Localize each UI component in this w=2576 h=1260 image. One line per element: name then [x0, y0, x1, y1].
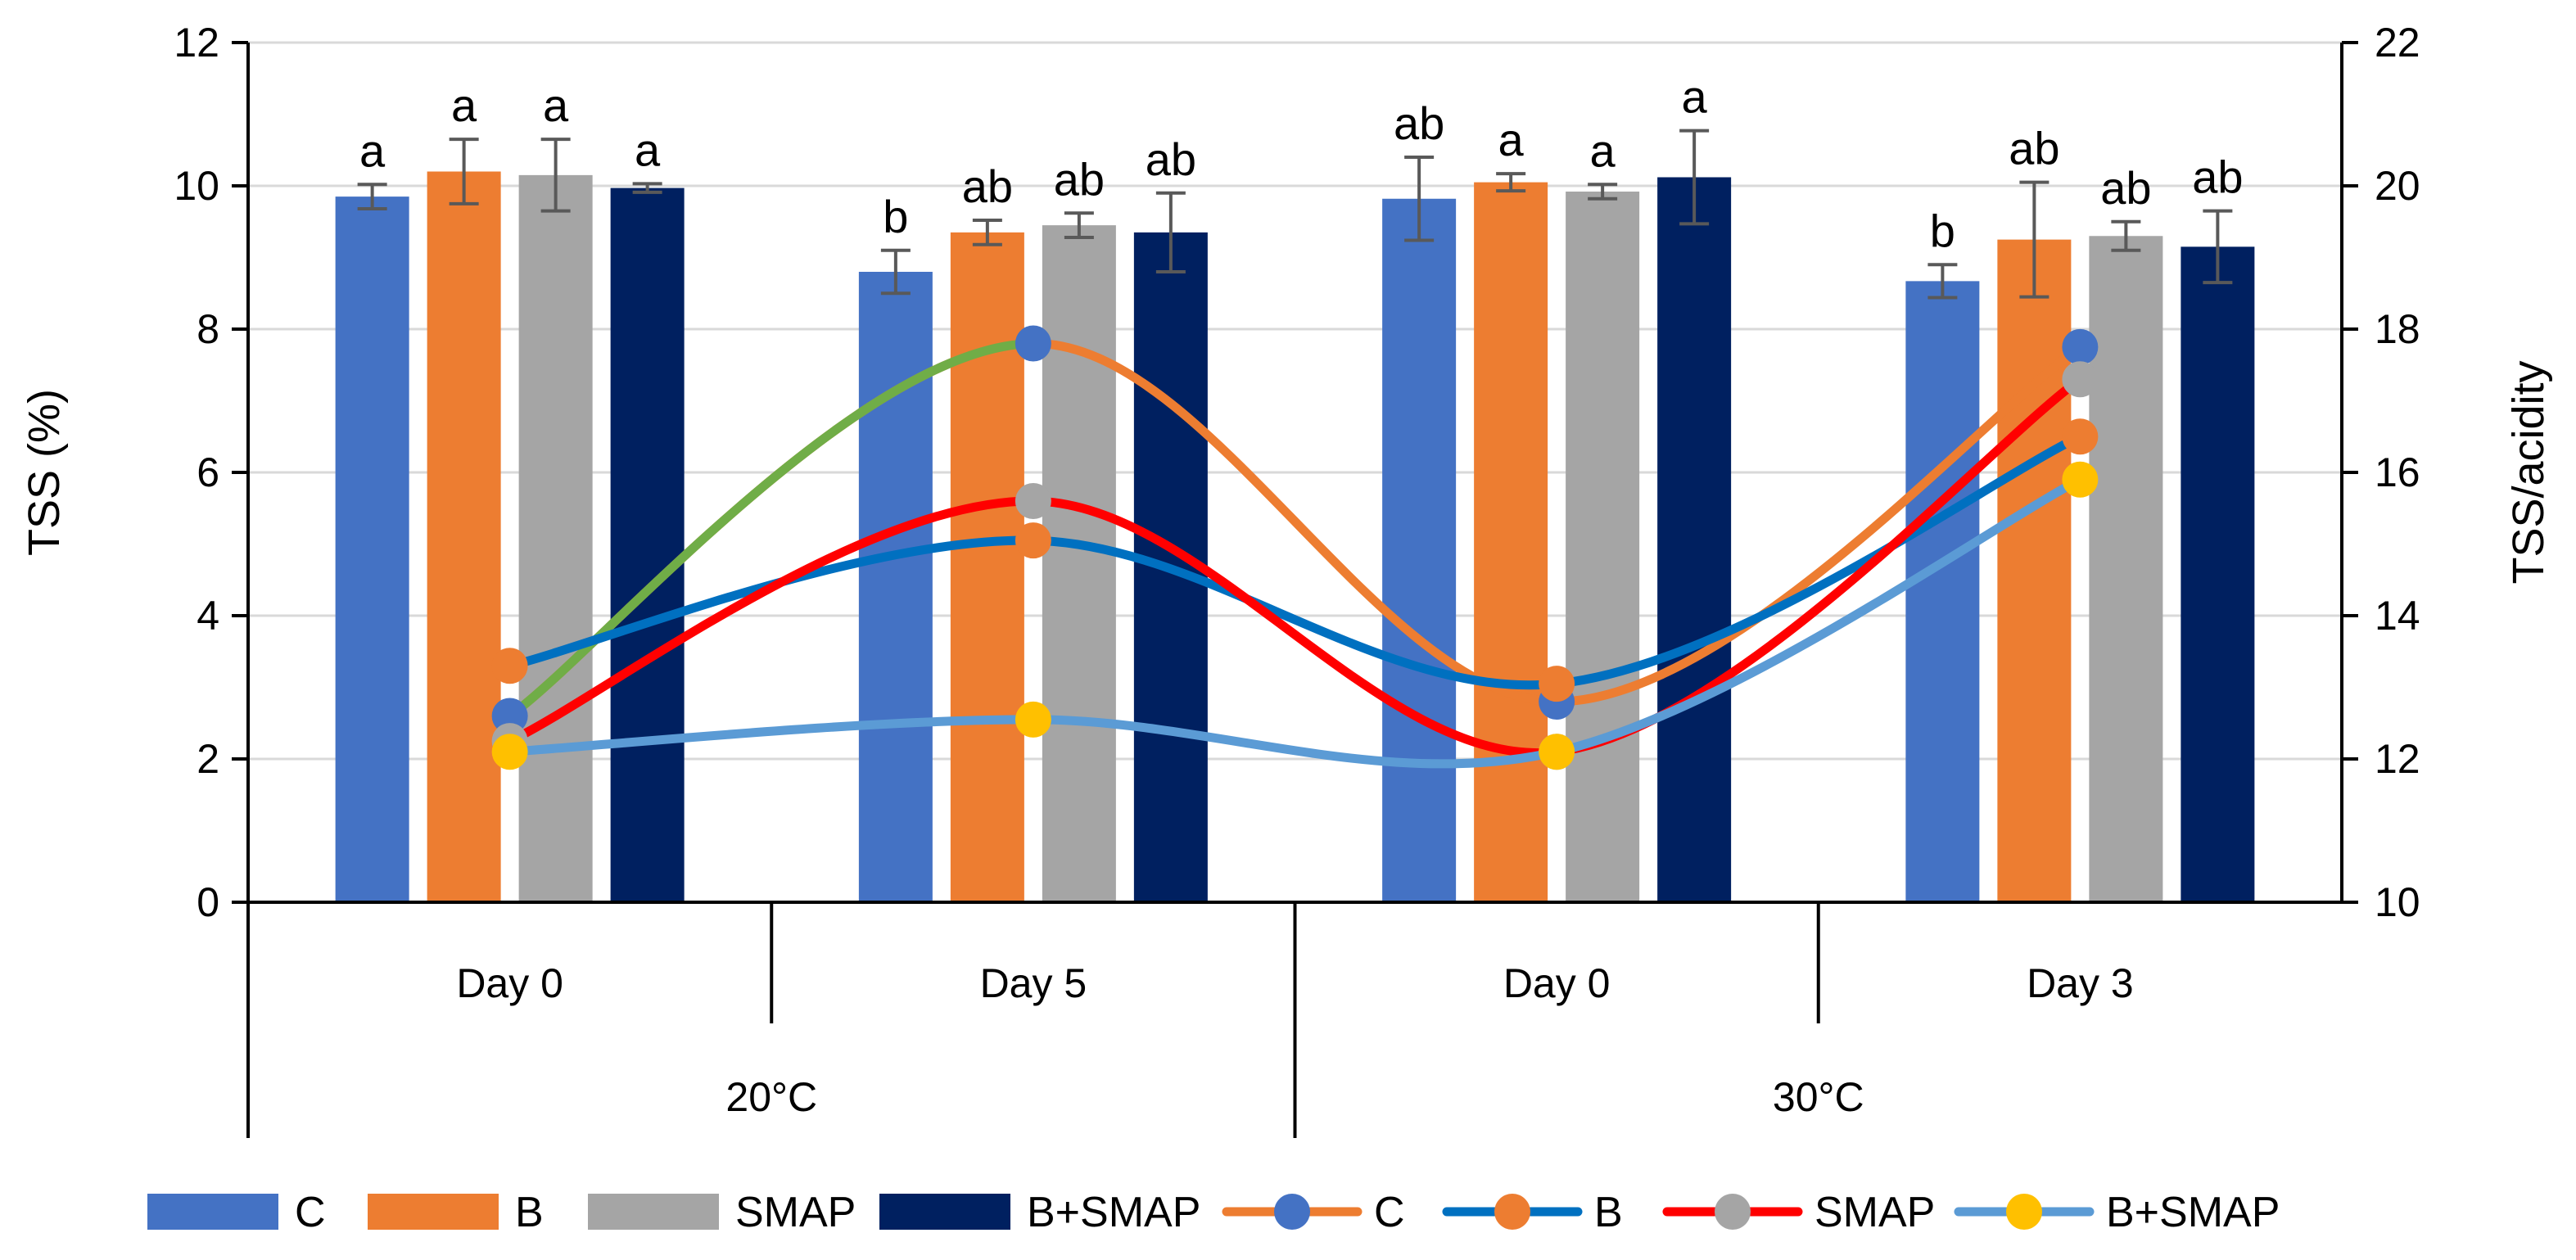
category-label: Day 0	[456, 960, 563, 1006]
bar-b-1	[950, 232, 1024, 902]
bar-smap-0	[518, 174, 593, 902]
legend-label: SMAP	[735, 1189, 856, 1236]
legend-label: B+SMAP	[1027, 1189, 1200, 1236]
line-b	[505, 431, 2085, 690]
y-right-tick-label: 20	[2375, 163, 2420, 209]
line-b-smap	[505, 475, 2085, 769]
significance-letter: a	[635, 124, 661, 175]
y-left-tick-label: 8	[197, 306, 219, 352]
line-c	[505, 338, 2085, 720]
bar-b-smap-0	[610, 187, 685, 902]
legend-swatch-bar	[147, 1194, 278, 1230]
legend: C B SMAP B+SMAP C B SMAP B+SMAP	[147, 1189, 2280, 1236]
y-right-tick-label: 14	[2375, 593, 2420, 639]
marker-b-smap	[1015, 701, 1051, 738]
legend-swatch-bar	[588, 1194, 719, 1230]
y-left-tick-label: 2	[197, 736, 219, 782]
y-left-tick-label: 0	[197, 879, 219, 925]
bar-b-smap-3	[2181, 246, 2255, 902]
axes: 0 2 4 6 8 10 12 10 12 14 16 18 20 22	[174, 20, 2420, 1138]
y-right-tick-label: 22	[2375, 20, 2420, 65]
marker-b-smap	[2062, 461, 2099, 498]
bar-c-3	[1905, 281, 1980, 902]
significance-letter: a	[1682, 71, 1708, 123]
y-right-tick-label: 10	[2375, 879, 2420, 925]
significance-letter: a	[359, 124, 386, 176]
group-label: 20°C	[725, 1074, 817, 1120]
significance-letter: ab	[2192, 151, 2243, 203]
y-left-tick-label: 6	[197, 449, 219, 495]
legend-swatch-marker	[2006, 1194, 2042, 1230]
significance-letter: ab	[962, 160, 1013, 212]
group-label: 30°C	[1773, 1074, 1864, 1120]
significance-letter: ab	[2009, 123, 2059, 174]
legend-label: SMAP	[1814, 1189, 1935, 1236]
line-c-first-segment	[505, 339, 1038, 720]
y-axis-left-title: TSS (%)	[20, 389, 69, 556]
marker-c	[2062, 328, 2099, 365]
significance-letter: a	[451, 79, 477, 131]
y-right-tick-label: 18	[2375, 306, 2420, 352]
bar-c-1	[858, 272, 933, 902]
significance-letter: b	[1930, 205, 1955, 256]
line-smap	[505, 374, 2085, 758]
legend-label: C	[1374, 1189, 1405, 1236]
significance-letter: ab	[1394, 97, 1444, 149]
category-label: Day 3	[2027, 960, 2134, 1006]
marker-smap	[1015, 483, 1051, 519]
legend-swatch-marker	[1274, 1194, 1310, 1230]
legend-swatch-bar	[368, 1194, 499, 1230]
gridlines	[248, 41, 2342, 761]
bar-b-smap-2	[1657, 177, 1732, 902]
y-left-tick-label: 4	[197, 593, 219, 639]
significance-letter: a	[1498, 114, 1525, 165]
marker-b	[491, 648, 528, 684]
legend-swatch-bar	[879, 1194, 1010, 1230]
bar-smap-1	[1042, 225, 1116, 902]
marker-c	[491, 698, 528, 734]
legend-swatch-marker	[1494, 1194, 1530, 1230]
significance-letter: ab	[1054, 153, 1105, 205]
significance-letter: a	[1590, 124, 1616, 176]
marker-smap	[2062, 361, 2099, 398]
y-right-tick-label: 16	[2375, 449, 2420, 495]
bar-smap-3	[2089, 236, 2163, 902]
bar-c-0	[335, 196, 409, 902]
legend-label: B+SMAP	[2106, 1189, 2280, 1236]
y-left-tick-label: 10	[174, 163, 219, 209]
bar-b-0	[427, 171, 501, 902]
legend-label: B	[1594, 1189, 1623, 1236]
significance-letter: ab	[2100, 162, 2151, 214]
bar-b-2	[1474, 182, 1548, 902]
marker-b-smap	[1539, 734, 1575, 770]
bar-c-2	[1382, 198, 1457, 902]
bar-b-3	[1997, 239, 2072, 902]
significance-letter: ab	[1146, 133, 1196, 185]
marker-b-smap	[491, 734, 528, 770]
category-label: Day 5	[980, 960, 1087, 1006]
bar-smap-2	[1566, 192, 1640, 902]
legend-label: B	[515, 1189, 544, 1236]
y-right-tick-label: 12	[2375, 736, 2420, 782]
marker-b	[2062, 418, 2099, 455]
marker-b	[1539, 666, 1575, 702]
category-label: Day 0	[1503, 960, 1611, 1006]
y-axis-right-title: TSS/acidity	[2504, 360, 2553, 584]
legend-label: C	[295, 1189, 326, 1236]
axis-labels: Day 0 Day 5 Day 0 Day 3 20°C 30°C TSS (%) TSS/a…	[20, 360, 2553, 1120]
marker-c	[1015, 325, 1051, 362]
legend-swatch-marker	[1715, 1194, 1751, 1230]
line-series-group	[491, 325, 2099, 770]
significance-letter: a	[543, 79, 569, 131]
y-left-tick-label: 12	[174, 20, 219, 65]
significance-letter: b	[883, 191, 908, 242]
marker-b	[1015, 522, 1051, 559]
